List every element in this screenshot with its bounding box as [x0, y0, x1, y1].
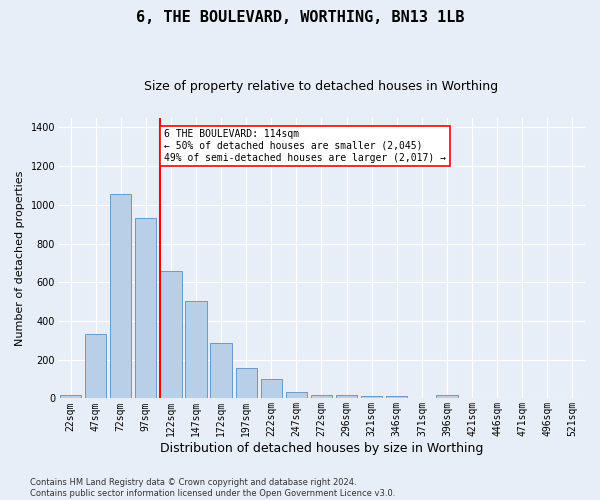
Bar: [311, 394, 332, 398]
Bar: [135, 218, 157, 398]
X-axis label: Distribution of detached houses by size in Worthing: Distribution of detached houses by size …: [160, 442, 483, 455]
Bar: [236, 368, 257, 398]
Bar: [436, 395, 458, 398]
Text: Contains HM Land Registry data © Crown copyright and database right 2024.
Contai: Contains HM Land Registry data © Crown c…: [30, 478, 395, 498]
Bar: [260, 379, 282, 398]
Bar: [361, 396, 382, 398]
Bar: [60, 394, 81, 398]
Bar: [85, 334, 106, 398]
Bar: [286, 392, 307, 398]
Bar: [185, 300, 206, 398]
Bar: [211, 344, 232, 398]
Bar: [160, 270, 182, 398]
Y-axis label: Number of detached properties: Number of detached properties: [15, 170, 25, 346]
Text: 6, THE BOULEVARD, WORTHING, BN13 1LB: 6, THE BOULEVARD, WORTHING, BN13 1LB: [136, 10, 464, 25]
Bar: [336, 394, 357, 398]
Text: 6 THE BOULEVARD: 114sqm
← 50% of detached houses are smaller (2,045)
49% of semi: 6 THE BOULEVARD: 114sqm ← 50% of detache…: [164, 130, 446, 162]
Bar: [386, 396, 407, 398]
Title: Size of property relative to detached houses in Worthing: Size of property relative to detached ho…: [145, 80, 499, 93]
Bar: [110, 194, 131, 398]
